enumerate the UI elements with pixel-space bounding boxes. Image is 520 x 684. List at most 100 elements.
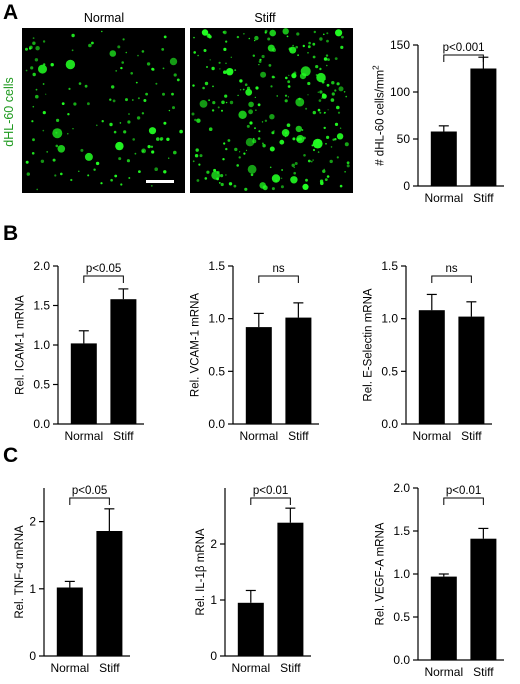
cell-dot	[225, 101, 228, 104]
cell-dot	[316, 72, 326, 83]
bar-stiff	[285, 317, 312, 424]
cell-dot	[118, 157, 122, 161]
cell-dot	[202, 86, 205, 90]
x-tick-label: Stiff	[288, 429, 309, 443]
cell-dot	[163, 35, 167, 39]
cell-dot	[109, 98, 112, 101]
cell-dot	[327, 109, 329, 111]
micrograph-title-normal: Normal	[84, 11, 124, 25]
cell-dot	[254, 127, 256, 130]
cell-dot	[229, 100, 234, 105]
cell-dot	[29, 45, 33, 50]
cell-dot	[208, 127, 213, 131]
micrograph-stiff-background	[190, 28, 353, 193]
cell-dot	[313, 30, 316, 34]
cell-dot	[61, 102, 65, 105]
cell-dot	[305, 178, 308, 182]
chart-4: 0.0 0.5 1.0 1.5 Rel. E-Selectin mRNA Normal St…	[363, 259, 492, 443]
cell-dot	[346, 164, 350, 168]
cell-dot	[134, 152, 137, 155]
cell-dot	[206, 66, 208, 68]
cell-dot	[271, 75, 275, 79]
cell-dot	[261, 142, 264, 145]
cell-dot	[323, 57, 328, 61]
cell-dot	[336, 156, 339, 159]
cell-dot	[211, 109, 215, 112]
cell-dot	[261, 54, 265, 59]
cell-dot	[242, 88, 245, 91]
cell-dot	[217, 106, 220, 109]
y-tick-label: 2	[29, 515, 36, 529]
cell-dot	[246, 86, 251, 90]
cell-dot	[319, 111, 322, 114]
cell-dot	[72, 128, 74, 130]
cell-dot	[254, 96, 256, 98]
cell-dot	[255, 86, 259, 90]
cell-dot	[52, 158, 56, 162]
cell-dot	[78, 82, 82, 85]
cell-dot	[173, 73, 177, 77]
x-tick-label: Normal	[412, 429, 451, 443]
cell-dot	[260, 71, 267, 78]
cell-dot	[307, 94, 309, 96]
cell-dot	[120, 66, 123, 70]
cell-dot	[109, 50, 117, 57]
x-tick-label: Normal	[424, 191, 463, 205]
cell-dot	[336, 105, 340, 110]
bar-stiff	[458, 316, 485, 424]
cell-dot	[331, 92, 335, 96]
cell-dot	[239, 151, 241, 153]
cell-dot	[26, 172, 30, 176]
cell-dot	[339, 127, 342, 129]
cell-dot	[150, 145, 154, 148]
y-tick-label: 150	[390, 38, 410, 52]
cell-dot	[84, 152, 93, 161]
y-axis-label: Rel. TNF-α mRNA	[14, 525, 26, 619]
bar-normal	[237, 602, 264, 656]
significance-bracket	[83, 275, 124, 283]
bar-stiff	[110, 299, 137, 424]
y-axis-label: Rel. VCAM-1 mRNA	[190, 293, 202, 397]
cell-dot	[168, 109, 171, 112]
significance-label: p<0.05	[86, 263, 122, 275]
cell-dot	[221, 109, 223, 112]
cell-dot	[295, 125, 302, 133]
cell-dot	[141, 50, 145, 53]
cell-dot	[324, 178, 328, 182]
micrograph-normal-background	[22, 28, 185, 193]
cell-dot	[303, 154, 306, 157]
y-tick-label: 0	[210, 649, 217, 663]
cell-dot	[201, 29, 209, 36]
cell-dot	[291, 163, 295, 167]
cell-dot	[137, 97, 140, 100]
cell-dot	[233, 184, 237, 188]
cell-dot	[310, 160, 313, 163]
cell-dot	[123, 130, 127, 134]
cell-dot	[67, 133, 69, 135]
significance-bracket	[443, 54, 484, 62]
cell-dot	[326, 32, 329, 35]
cell-dot	[325, 143, 327, 145]
cell-dot	[128, 113, 130, 115]
significance-bracket	[431, 275, 472, 283]
cell-dot	[150, 185, 153, 187]
cell-dot	[56, 118, 60, 122]
cell-dot	[295, 45, 299, 49]
cell-dot	[281, 129, 290, 137]
cell-dot	[42, 40, 46, 43]
cell-dot	[312, 42, 316, 46]
cell-dot	[225, 40, 228, 43]
y-tick-label: 0.5	[381, 364, 398, 378]
cell-dot	[284, 99, 288, 103]
cell-dot	[135, 81, 138, 84]
cell-dot	[338, 86, 344, 92]
cell-dot	[326, 83, 330, 87]
y-tick-label: 1	[29, 582, 36, 596]
cell-dot	[318, 99, 322, 102]
cell-dot	[323, 126, 326, 130]
cell-dot	[73, 102, 77, 106]
cell-dot	[46, 151, 49, 153]
bar-normal	[418, 310, 445, 424]
